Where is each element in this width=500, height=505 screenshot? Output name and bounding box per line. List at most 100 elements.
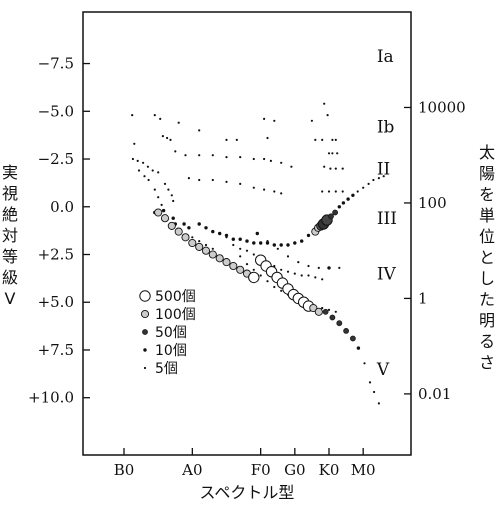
star-point-81 bbox=[238, 237, 242, 241]
x-tick-label-1: A0 bbox=[181, 461, 202, 479]
star-point-8 bbox=[177, 121, 180, 124]
star-point-34 bbox=[336, 152, 339, 155]
star-point-58 bbox=[327, 190, 331, 193]
star-point-180 bbox=[322, 308, 329, 315]
star-point-56 bbox=[280, 192, 283, 195]
right-tick-label-1: 100 bbox=[418, 194, 447, 212]
star-point-187 bbox=[368, 381, 372, 384]
star-point-114 bbox=[252, 253, 255, 256]
star-point-18 bbox=[331, 138, 334, 141]
star-point-12 bbox=[169, 138, 172, 141]
star-point-135 bbox=[245, 263, 249, 266]
star-point-108 bbox=[382, 175, 385, 178]
star-point-123 bbox=[314, 276, 317, 279]
star-point-146 bbox=[321, 306, 324, 310]
star-point-40 bbox=[136, 159, 139, 162]
star-point-129 bbox=[297, 261, 300, 264]
star-point-41 bbox=[142, 161, 145, 164]
y-right-char-4: 位 bbox=[479, 227, 495, 246]
star-point-87 bbox=[279, 243, 283, 247]
star-point-47 bbox=[147, 178, 150, 182]
left-tick-label-7: +10.0 bbox=[28, 389, 74, 407]
star-point-122 bbox=[307, 274, 310, 277]
left-tick-label-0: −7.5 bbox=[38, 55, 74, 73]
star-point-33 bbox=[331, 152, 334, 155]
star-point-121 bbox=[300, 274, 303, 277]
star-point-133 bbox=[338, 266, 341, 269]
star-point-36 bbox=[329, 167, 332, 170]
star-point-69 bbox=[161, 208, 166, 213]
star-point-147 bbox=[327, 308, 331, 311]
star-point-44 bbox=[157, 171, 160, 174]
star-point-11 bbox=[166, 136, 169, 140]
x-tick-label-5: M0 bbox=[351, 461, 376, 479]
star-point-77 bbox=[211, 229, 215, 234]
star-point-28 bbox=[263, 157, 266, 161]
bottom-axis-ticks: B0 A0 F0 G0 K0 M0 bbox=[114, 448, 376, 479]
star-point-112 bbox=[239, 247, 242, 250]
class-label-4: IV bbox=[377, 265, 397, 285]
class-label-0: Ia bbox=[377, 47, 394, 67]
star-point-100 bbox=[341, 201, 346, 205]
star-point-119 bbox=[286, 270, 290, 273]
y-right-char-5: と bbox=[479, 248, 495, 267]
star-point-1 bbox=[153, 114, 156, 117]
star-point-179 bbox=[211, 247, 214, 250]
y-right-char-1: 陽 bbox=[479, 164, 495, 183]
star-point-185 bbox=[356, 346, 361, 350]
star-point-57 bbox=[321, 190, 324, 193]
star-point-5 bbox=[310, 119, 313, 122]
star-point-113 bbox=[245, 249, 249, 252]
star-point-48 bbox=[187, 177, 190, 180]
star-point-9 bbox=[198, 129, 201, 132]
star-point-32 bbox=[327, 152, 331, 155]
star-point-63 bbox=[170, 194, 173, 197]
star-points bbox=[131, 102, 385, 405]
x-tick-label-2: F0 bbox=[251, 461, 271, 479]
star-point-118 bbox=[280, 268, 283, 271]
star-point-120 bbox=[293, 272, 296, 275]
y-left-char-5: 級 bbox=[2, 268, 18, 287]
star-point-174 bbox=[309, 303, 318, 313]
star-point-131 bbox=[317, 266, 320, 269]
star-point-52 bbox=[239, 182, 242, 185]
legend-marker-2 bbox=[142, 329, 148, 335]
right-axis-ticks: 10000 100 1 0.01 bbox=[404, 98, 466, 403]
star-point-186 bbox=[363, 362, 366, 365]
right-tick-label-0: 10000 bbox=[418, 98, 466, 116]
left-tick-label-5: +5.0 bbox=[38, 293, 74, 311]
y-right-char-3: 単 bbox=[479, 206, 495, 225]
star-point-161 bbox=[236, 265, 245, 274]
star-point-177 bbox=[198, 240, 201, 243]
star-point-110 bbox=[225, 236, 228, 239]
star-point-159 bbox=[222, 258, 231, 267]
star-point-136 bbox=[252, 268, 255, 271]
star-point-71 bbox=[171, 216, 175, 220]
star-point-79 bbox=[224, 233, 229, 238]
star-point-153 bbox=[181, 233, 190, 242]
star-point-64 bbox=[172, 199, 175, 203]
legend-marker-0 bbox=[139, 290, 151, 302]
star-point-128 bbox=[286, 255, 290, 258]
star-point-140 bbox=[280, 289, 283, 292]
y-left-char-0: 実 bbox=[2, 163, 18, 182]
star-point-66 bbox=[157, 196, 160, 199]
star-point-2 bbox=[159, 117, 162, 120]
star-point-26 bbox=[239, 156, 242, 159]
y-left-char-2: 絶 bbox=[2, 205, 18, 224]
star-point-139 bbox=[273, 285, 276, 289]
star-point-176 bbox=[191, 236, 194, 239]
star-point-85 bbox=[265, 241, 270, 245]
star-point-90 bbox=[300, 239, 304, 243]
legend-label-2: 50個 bbox=[155, 325, 187, 341]
legend-label-0: 500個 bbox=[155, 289, 196, 305]
star-point-88 bbox=[286, 243, 290, 247]
x-tick-label-0: B0 bbox=[114, 461, 135, 479]
star-point-55 bbox=[273, 190, 276, 193]
star-point-67 bbox=[160, 203, 163, 206]
star-point-148 bbox=[334, 310, 337, 313]
star-point-59 bbox=[334, 190, 337, 193]
